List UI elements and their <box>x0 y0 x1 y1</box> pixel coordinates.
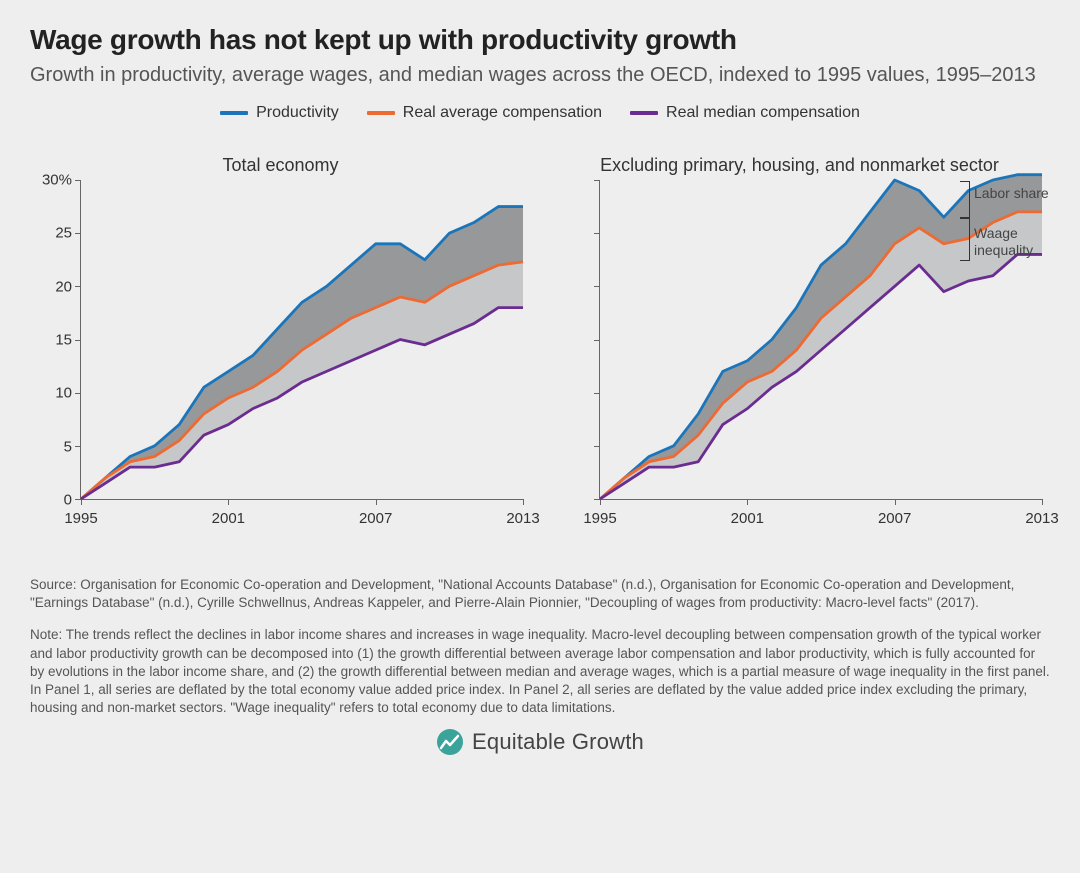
legend-item: Real median compensation <box>630 104 860 122</box>
legend-label: Real average compensation <box>403 104 602 122</box>
x-tick-label: 2013 <box>506 510 539 527</box>
legend-swatch <box>630 111 658 115</box>
y-tick-label: 10 <box>55 385 72 402</box>
y-tick-label: 15 <box>55 332 72 349</box>
panel-title: Excluding primary, housing, and nonmarke… <box>549 132 1050 180</box>
note-text: Note: The trends reflect the declines in… <box>30 626 1050 717</box>
chart-subtitle: Growth in productivity, average wages, a… <box>30 62 1050 88</box>
annotation-label: Waage inequality <box>974 225 1052 259</box>
legend-item: Real average compensation <box>367 104 602 122</box>
x-tick-label: 1995 <box>64 510 97 527</box>
chart-area: 051015202530%1995200120072013 <box>80 180 523 530</box>
annotation: Waage inequality <box>974 218 1052 261</box>
chart-panel: Total economy 0 5 10 15 20 25 30% 19952001200720… <box>30 132 531 562</box>
legend-label: Productivity <box>256 104 339 122</box>
x-tick-label: 2001 <box>731 510 764 527</box>
legend-item: Productivity <box>220 104 339 122</box>
x-tick-label: 2013 <box>1025 510 1058 527</box>
x-tick-label: 2001 <box>212 510 245 527</box>
chart-title: Wage growth has not kept up with product… <box>30 24 1050 56</box>
logo: Equitable Growth <box>30 728 1050 756</box>
chart-panels: Total economy051015202530%19952001200720… <box>30 132 1050 562</box>
annotation-label: Labor share <box>974 185 1049 202</box>
y-tick-label: 20 <box>55 278 72 295</box>
y-tick-label: 30% <box>42 172 72 189</box>
logo-icon <box>436 728 464 756</box>
x-tick-label: 2007 <box>878 510 911 527</box>
annotation: Labor share <box>974 181 1052 218</box>
legend-swatch <box>367 111 395 115</box>
y-tick-label: 25 <box>55 225 72 242</box>
legend: Productivity Real average compensation Rea… <box>30 104 1050 122</box>
legend-label: Real median compensation <box>666 104 860 122</box>
legend-swatch <box>220 111 248 115</box>
panel-title: Total economy <box>30 132 531 180</box>
y-tick-label: 5 <box>64 438 72 455</box>
x-tick-label: 1995 <box>583 510 616 527</box>
y-tick-label: 0 <box>64 492 72 509</box>
logo-text: Equitable Growth <box>472 729 644 755</box>
plot: 1995200120072013 <box>80 180 523 500</box>
x-tick-label: 2007 <box>359 510 392 527</box>
source-text: Source: Organisation for Economic Co-ope… <box>30 576 1050 612</box>
